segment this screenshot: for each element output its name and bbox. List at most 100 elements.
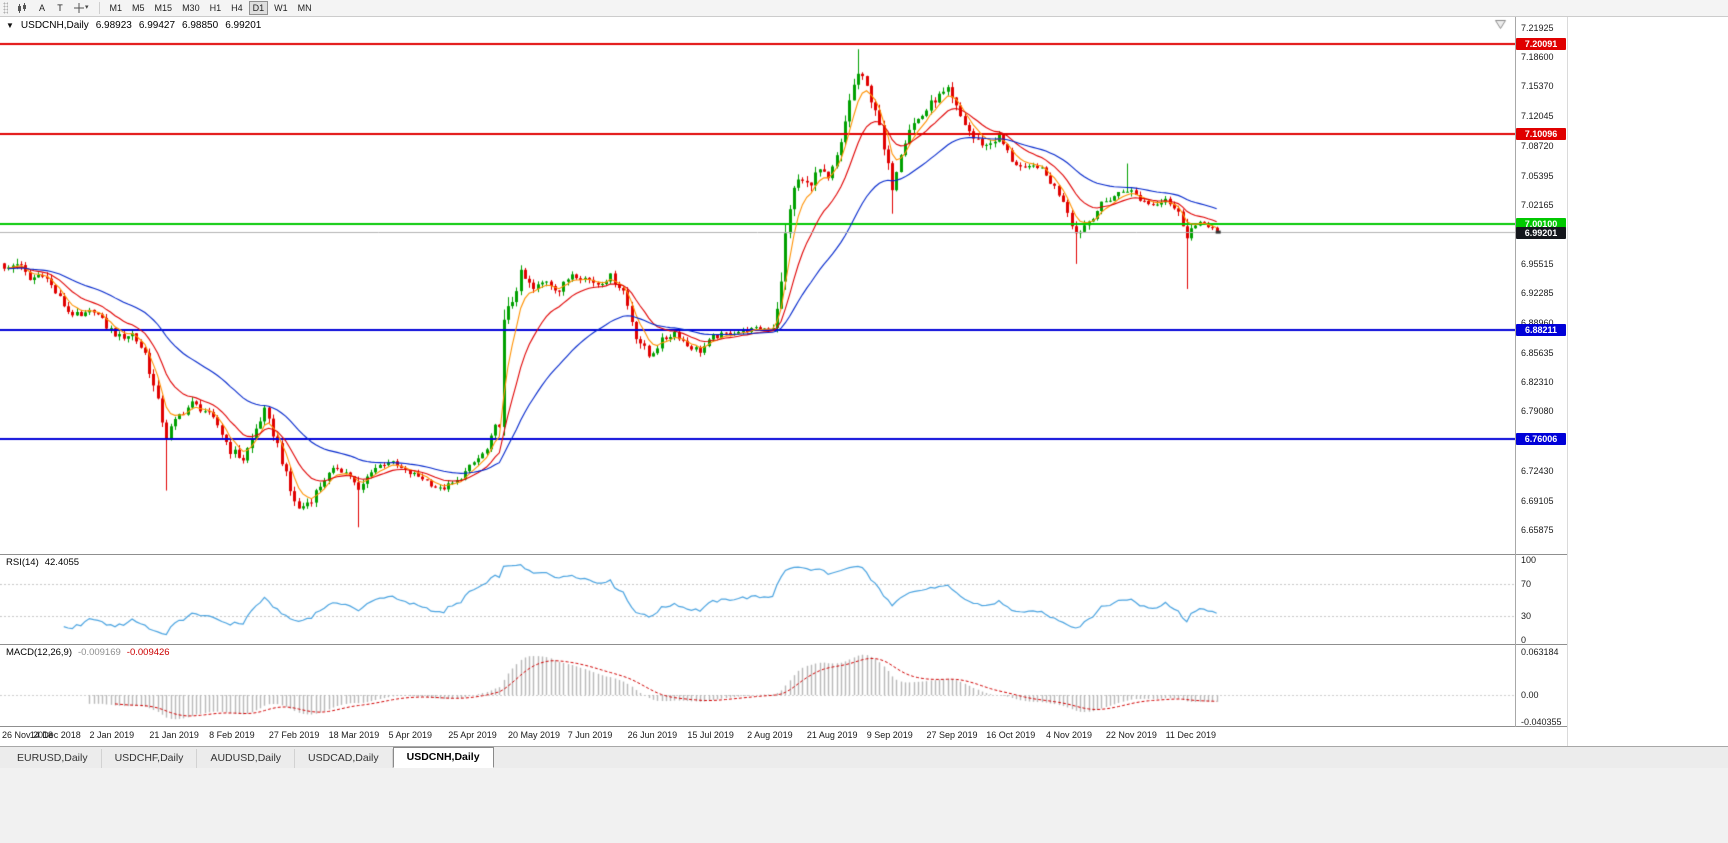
date-axis-label: 27 Feb 2019 xyxy=(268,730,320,740)
rsi-axis-tick: 30 xyxy=(1521,611,1532,621)
price-axis-tick: 6.82310 xyxy=(1521,377,1554,388)
price-level-badge[interactable]: 7.10096 xyxy=(1516,127,1566,140)
rsi-axis-tick: 100 xyxy=(1521,555,1537,565)
crosshair-tool-button[interactable]: ▾ xyxy=(70,1,93,15)
price-axis-tick: 7.12045 xyxy=(1521,111,1554,122)
quote-open: 6.98923 xyxy=(95,20,132,31)
tab-usdchf-daily[interactable]: USDCHF,Daily xyxy=(102,749,198,768)
rsi-indicator-label: RSI(14) 42.4055 xyxy=(6,557,85,568)
date-axis-label: 26 Jun 2019 xyxy=(627,730,678,740)
date-axis-label: 8 Feb 2019 xyxy=(209,730,255,740)
quote-symbol-period: USDCNH,Daily xyxy=(20,20,89,31)
chart-window[interactable]: ▼ USDCNH,Daily 6.98923 6.99427 6.98850 6… xyxy=(0,17,1728,746)
timeframe-button-h1[interactable]: H1 xyxy=(206,1,226,15)
date-axis-label: 26 Nov 2018 xyxy=(2,730,54,740)
date-axis-label: 18 Mar 2019 xyxy=(328,730,380,740)
date-axis-label: 21 Aug 2019 xyxy=(806,730,858,740)
quote-close: 6.99201 xyxy=(225,20,262,31)
tab-label: AUDUSD,Daily xyxy=(210,752,282,764)
text-tool-button[interactable]: T xyxy=(52,1,68,15)
date-axis-label: 9 Sep 2019 xyxy=(866,730,913,740)
rsi-name: RSI(14) xyxy=(6,557,39,568)
text-tool-label: T xyxy=(57,3,63,13)
arrow-tool-label: A xyxy=(38,3,45,13)
macd-axis-tick: -0.040355 xyxy=(1521,717,1562,728)
rsi-pane-separator[interactable] xyxy=(0,554,1567,555)
caret-down-icon: ▾ xyxy=(85,4,89,11)
date-axis-label: 21 Jan 2019 xyxy=(149,730,199,740)
current-price-badge: 6.99201 xyxy=(1516,226,1566,239)
price-level-badge[interactable]: 6.88211 xyxy=(1516,324,1566,337)
price-scale-border xyxy=(1515,17,1516,727)
timeframe-button-w1[interactable]: W1 xyxy=(270,1,292,15)
macd-signal-value: -0.009426 xyxy=(126,647,170,658)
price-chart-canvas[interactable] xyxy=(0,17,1515,554)
macd-name: MACD(12,26,9) xyxy=(6,647,72,658)
candlestick-chart-icon xyxy=(18,2,26,13)
toolbar-drag-handle[interactable] xyxy=(3,2,8,14)
timeframe-button-m1[interactable]: M1 xyxy=(106,1,127,15)
date-axis-label: 22 Nov 2019 xyxy=(1105,730,1157,740)
bottom-filler xyxy=(0,768,1728,843)
tab-label: EURUSD,Daily xyxy=(17,752,88,764)
tab-eurusd-daily[interactable]: EURUSD,Daily xyxy=(4,749,102,768)
price-axis-tick: 7.15370 xyxy=(1521,81,1554,92)
quote-low: 6.98850 xyxy=(182,20,219,31)
chart-right-border xyxy=(1567,17,1568,746)
timeframe-button-m15[interactable]: M15 xyxy=(151,1,177,15)
chart-type-button[interactable] xyxy=(13,1,32,15)
symbol-dropdown-icon[interactable]: ▼ xyxy=(6,21,14,30)
date-axis-separator xyxy=(0,726,1567,727)
macd-axis-tick: 0.00 xyxy=(1521,690,1539,700)
date-axis-label: 27 Sep 2019 xyxy=(926,730,978,740)
date-axis-label: 2 Aug 2019 xyxy=(747,730,793,740)
top-toolbar: A T ▾ M1 M5 M15 M30 H1 H4 D1 W1 MN xyxy=(0,0,1728,17)
tab-usdcnh-daily[interactable]: USDCNH,Daily xyxy=(392,747,494,768)
date-axis-label: 7 Jun 2019 xyxy=(567,730,613,740)
tab-usdcad-daily[interactable]: USDCAD,Daily xyxy=(295,749,393,768)
macd-main-value: -0.009169 xyxy=(78,647,121,658)
date-axis-label: 14 Dec 2018 xyxy=(29,730,81,740)
timeframe-button-h4[interactable]: H4 xyxy=(227,1,247,15)
date-axis-label: 2 Jan 2019 xyxy=(89,730,135,740)
price-level-badge[interactable]: 6.76006 xyxy=(1516,433,1566,446)
chart-quote-line: ▼ USDCNH,Daily 6.98923 6.99427 6.98850 6… xyxy=(6,20,268,31)
price-axis-tick: 7.02165 xyxy=(1521,199,1554,210)
timeframe-button-d1[interactable]: D1 xyxy=(248,1,269,15)
price-axis-tick: 7.05395 xyxy=(1521,170,1554,181)
tab-label: USDCNH,Daily xyxy=(406,751,480,763)
macd-pane-separator[interactable] xyxy=(0,644,1567,645)
price-axis-tick: 6.79080 xyxy=(1521,406,1554,417)
price-axis-tick: 7.21925 xyxy=(1521,22,1554,33)
timeframe-button-m30[interactable]: M30 xyxy=(178,1,204,15)
price-axis-tick: 7.18600 xyxy=(1521,52,1554,63)
price-axis-tick: 6.85635 xyxy=(1521,347,1554,358)
date-axis-label: 11 Dec 2019 xyxy=(1165,730,1216,740)
price-axis-tick: 6.69105 xyxy=(1521,495,1554,506)
macd-pane-canvas[interactable] xyxy=(0,645,1515,727)
price-axis-tick: 6.92285 xyxy=(1521,288,1554,299)
timeframe-button-m5[interactable]: M5 xyxy=(128,1,149,15)
price-level-badge[interactable]: 7.00100 xyxy=(1516,217,1566,230)
date-axis-label: 15 Jul 2019 xyxy=(687,730,734,740)
price-axis-tick: 6.72430 xyxy=(1521,465,1554,476)
arrow-tool-button[interactable]: A xyxy=(34,1,50,15)
crosshair-icon xyxy=(74,3,84,13)
macd-indicator-label: MACD(12,26,9) -0.009169 -0.009426 xyxy=(6,647,176,658)
macd-axis-tick: 0.063184 xyxy=(1521,647,1559,658)
date-axis-label: 16 Oct 2019 xyxy=(986,730,1036,740)
timeframe-button-mn[interactable]: MN xyxy=(294,1,316,15)
price-axis-tick: 7.08720 xyxy=(1521,140,1554,151)
tab-audusd-daily[interactable]: AUDUSD,Daily xyxy=(197,749,296,768)
price-axis-tick: 6.95515 xyxy=(1521,259,1554,270)
price-level-badge[interactable]: 7.20091 xyxy=(1516,38,1566,51)
rsi-axis-tick: 0 xyxy=(1521,635,1527,645)
price-axis-tick: 6.88960 xyxy=(1521,317,1554,328)
quote-high: 6.99427 xyxy=(138,20,176,31)
date-axis-label: 4 Nov 2019 xyxy=(1046,730,1093,740)
chart-tab-bar: EURUSD,Daily USDCHF,Daily AUDUSD,Daily U… xyxy=(0,746,1728,768)
toolbar-separator xyxy=(98,2,100,14)
rsi-axis-tick: 70 xyxy=(1521,579,1532,589)
rsi-pane-canvas[interactable] xyxy=(0,555,1515,645)
